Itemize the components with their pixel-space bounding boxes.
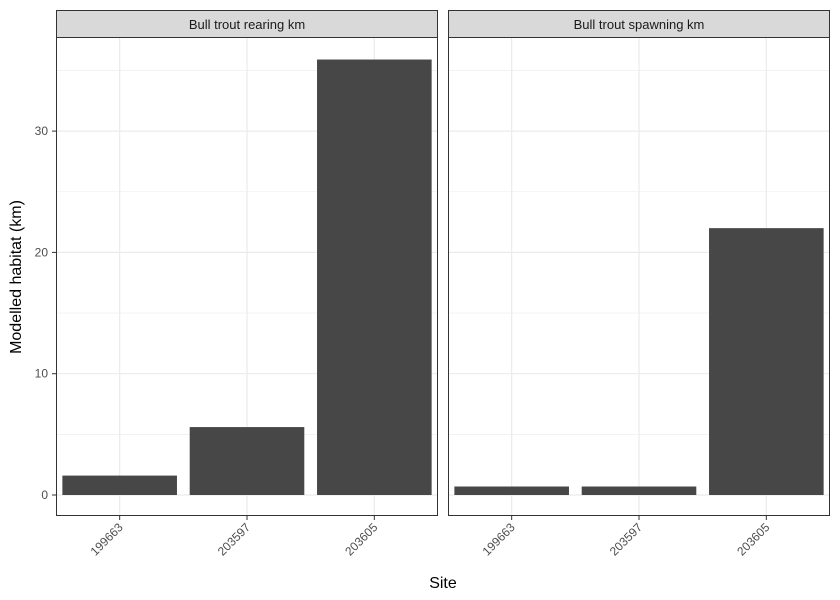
facet-strip-label: Bull trout rearing km [189, 17, 305, 32]
x-tick-label: 203597 [215, 520, 253, 558]
x-tick-label: 199663 [88, 520, 126, 558]
x-tick-label: 203597 [607, 520, 645, 558]
bar-199663 [454, 486, 569, 495]
bar-203605 [317, 59, 432, 495]
y-axis-title: Modelled habitat (km) [8, 200, 25, 354]
bar-203597 [189, 427, 305, 495]
x-tick-label: 199663 [480, 520, 518, 558]
facet-panel-2: Bull trout spawning km 199663 203597 203605 [448, 10, 830, 558]
y-tick-label: 10 [35, 367, 49, 381]
bar-199663 [62, 475, 177, 495]
bar-203605 [709, 228, 824, 495]
y-tick-label: 30 [35, 124, 49, 138]
facet-strip-label: Bull trout spawning km [574, 17, 705, 32]
facet-panel-1: Bull trout rearing km 199663 203597 203605 [56, 10, 438, 558]
y-tick-label: 0 [41, 488, 48, 502]
facet-strip [448, 10, 830, 38]
y-tick-label: 20 [35, 245, 49, 259]
x-axis-title: Site [429, 575, 457, 592]
bar-203597 [581, 486, 697, 495]
y-axis: 0 10 20 30 [35, 124, 56, 502]
facet-strip [56, 10, 438, 38]
x-tick-label: 203605 [342, 520, 380, 558]
x-tick-label: 203605 [734, 520, 772, 558]
